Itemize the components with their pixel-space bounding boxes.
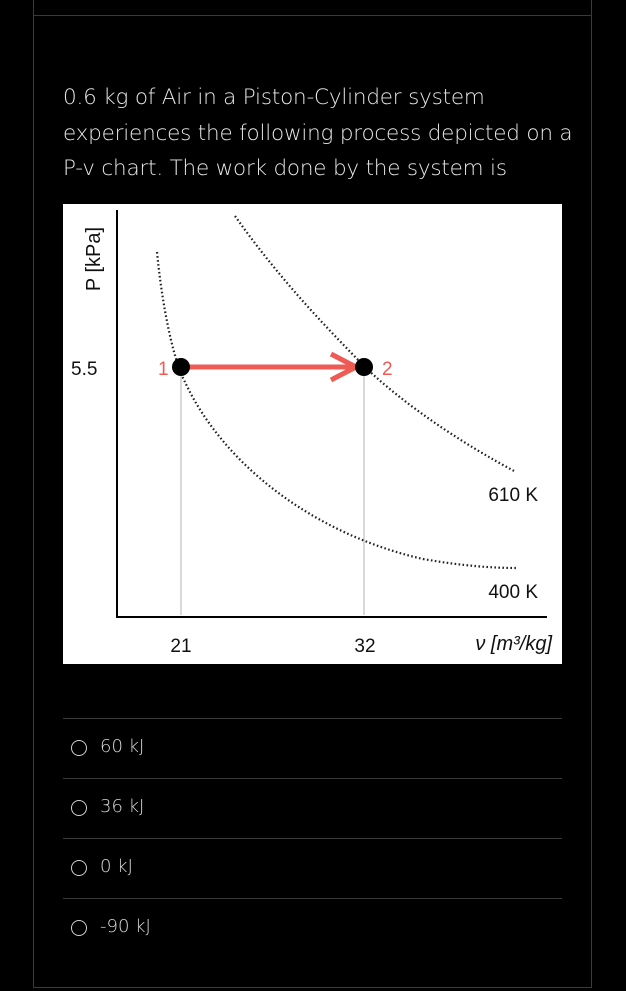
- question-line-1: 0.6 kg of Air in a Piston-Cylinder syste…: [63, 85, 485, 110]
- x-axis-label: ν [m³/kg]: [475, 633, 552, 655]
- state-point-1: [172, 358, 190, 376]
- isotherm-610k-curve: [234, 215, 517, 473]
- radio-button[interactable]: [71, 740, 87, 756]
- answer-options: 60 kJ 36 kJ 0 kJ -90 kJ: [63, 718, 562, 958]
- radio-button[interactable]: [71, 860, 87, 876]
- option-label: -90 kJ: [100, 916, 151, 937]
- isotherm-400k-curve: [155, 251, 517, 570]
- top-divider: [33, 15, 592, 16]
- pv-chart-svg: P [kPa] 1 2 5.5 21 32 610 K 400 K ν [m³/…: [71, 210, 552, 657]
- option-label: 36 kJ: [100, 796, 145, 817]
- option-60kj[interactable]: 60 kJ: [63, 718, 562, 778]
- pv-chart: P [kPa] 1 2 5.5 21 32 610 K 400 K ν [m³/…: [63, 204, 562, 664]
- option-minus-90kj[interactable]: -90 kJ: [63, 898, 562, 958]
- option-0kj[interactable]: 0 kJ: [63, 838, 562, 898]
- option-label: 0 kJ: [100, 856, 133, 877]
- question-line-3: P-v chart. The work done by the system i…: [63, 156, 507, 181]
- option-label: 60 kJ: [100, 736, 145, 757]
- isotherm-610k-label: 610 K: [488, 485, 538, 506]
- question-card: [33, 0, 592, 988]
- question-text: 0.6 kg of Air in a Piston-Cylinder syste…: [63, 80, 573, 187]
- radio-button[interactable]: [71, 800, 87, 816]
- y-tick-label: 5.5: [71, 359, 97, 380]
- radio-button[interactable]: [71, 920, 87, 936]
- x-tick-label-2: 32: [354, 636, 375, 657]
- option-36kj[interactable]: 36 kJ: [63, 778, 562, 838]
- y-axis-label: P [kPa]: [83, 227, 105, 291]
- state-point-1-label: 1: [158, 359, 169, 380]
- state-point-2-label: 2: [382, 359, 393, 380]
- question-line-2: experiences the following process depict…: [63, 120, 573, 146]
- x-tick-label-1: 21: [170, 636, 191, 657]
- isotherm-400k-label: 400 K: [488, 582, 538, 603]
- state-point-2: [355, 358, 373, 376]
